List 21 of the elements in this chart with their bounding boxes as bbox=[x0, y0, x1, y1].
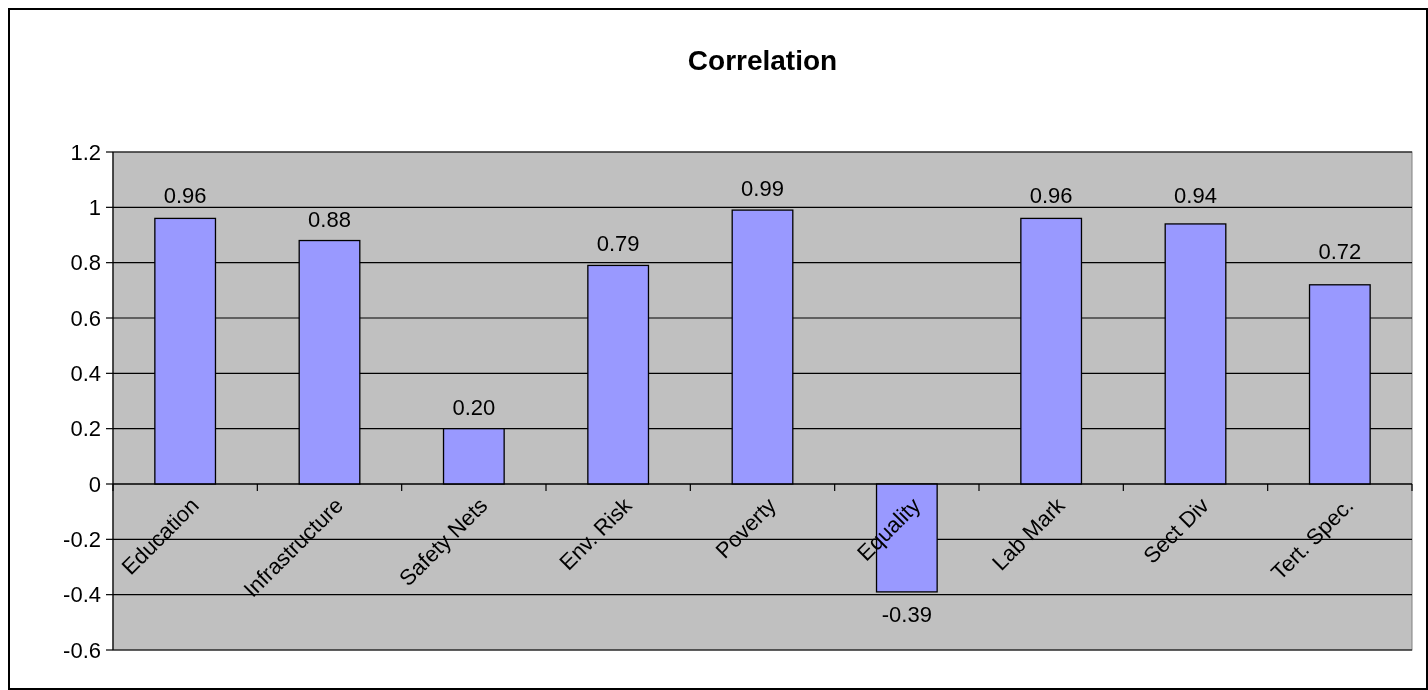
x-tick-label: Env. Risk bbox=[554, 492, 638, 575]
data-label: -0.39 bbox=[881, 601, 932, 627]
y-tick-label: -0.2 bbox=[63, 527, 101, 553]
data-label: 0.20 bbox=[452, 394, 496, 420]
data-label: 0.94 bbox=[1174, 183, 1217, 209]
y-tick-label: 0.8 bbox=[70, 250, 101, 276]
chart-title: Correlation bbox=[687, 45, 838, 76]
data-label: 0.99 bbox=[741, 176, 784, 202]
y-tick-label: -0.4 bbox=[63, 582, 101, 608]
data-label: 0.88 bbox=[308, 206, 351, 232]
y-tick-label: 0.6 bbox=[70, 305, 101, 331]
y-tick-label: 0.4 bbox=[70, 361, 101, 387]
data-label: 0.96 bbox=[1029, 183, 1073, 209]
y-tick-label: 1.2 bbox=[70, 139, 101, 165]
y-tick-label: 0.2 bbox=[70, 416, 101, 442]
data-label: 0.72 bbox=[1318, 238, 1362, 264]
data-label: 0.79 bbox=[596, 231, 640, 257]
y-tick-label: -0.6 bbox=[63, 637, 101, 663]
y-tick-label: 1 bbox=[88, 195, 101, 221]
data-label: 0.96 bbox=[163, 183, 207, 209]
y-tick-label: 0 bbox=[88, 471, 101, 497]
